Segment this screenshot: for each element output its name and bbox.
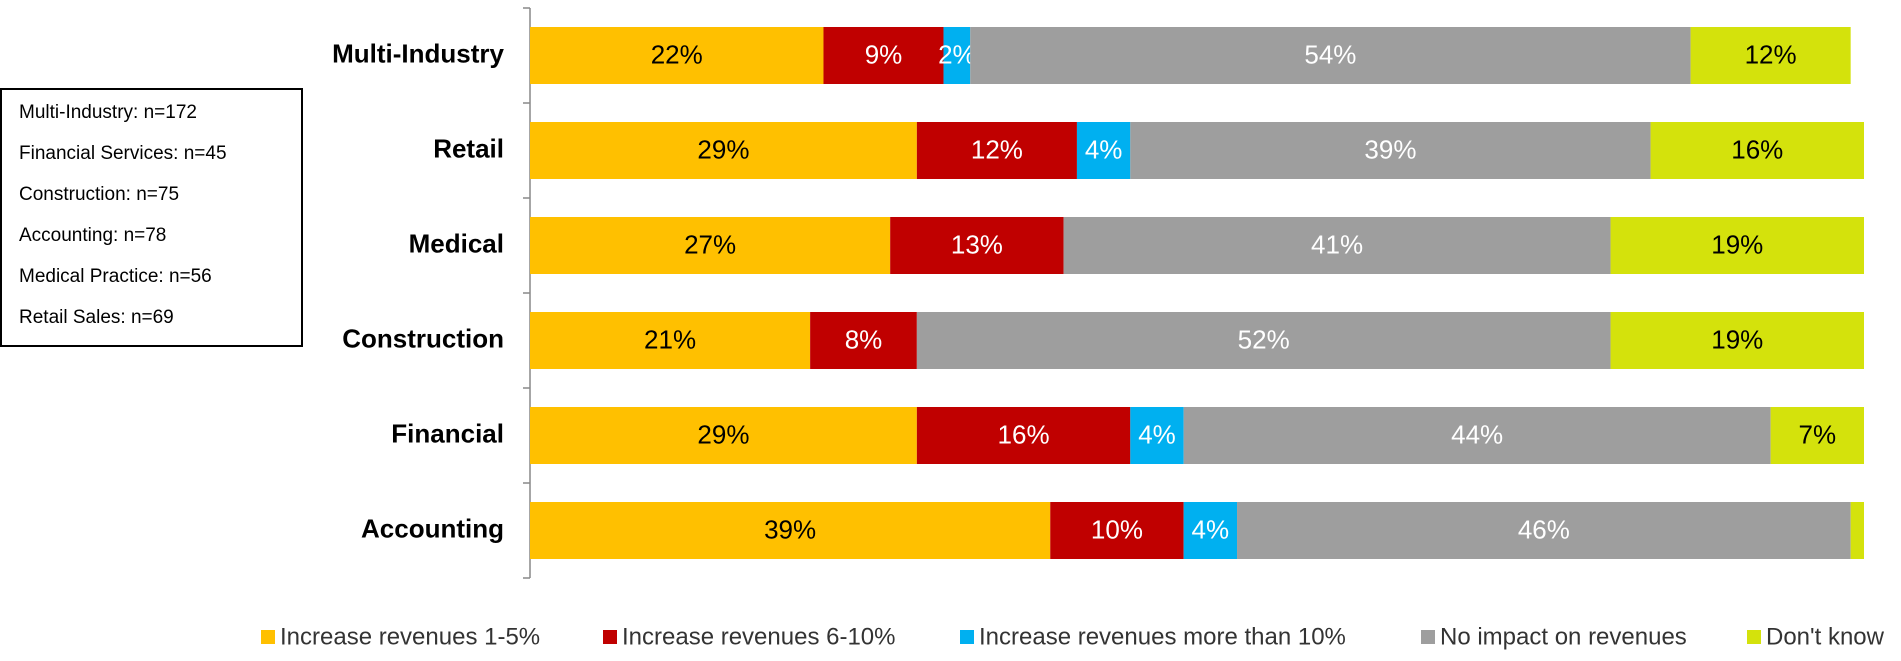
- data-label: 19%: [1711, 229, 1763, 259]
- note-text: Construction: n=75: [19, 184, 179, 205]
- data-label: 16%: [998, 419, 1050, 449]
- data-label: 46%: [1518, 514, 1570, 544]
- bar-segment: [916, 122, 1077, 179]
- data-label: 4%: [1085, 134, 1123, 164]
- legend-label: Increase revenues 1-5%: [280, 623, 540, 650]
- y-tick-label: Retail: [433, 133, 504, 163]
- y-tick-label: Multi-Industry: [332, 38, 504, 68]
- y-tick-label: Accounting: [361, 513, 504, 543]
- bar-segment: [1130, 122, 1651, 179]
- bar-segment: [1610, 312, 1864, 369]
- bar-segment: [1183, 502, 1238, 559]
- note-text: Medical Practice: n=56: [19, 266, 212, 287]
- data-label: 13%: [951, 229, 1003, 259]
- data-label: 10%: [1091, 514, 1143, 544]
- bar-segment: [916, 312, 1611, 369]
- note-text: Retail Sales: n=69: [19, 307, 174, 328]
- y-tick-label: Construction: [342, 323, 504, 353]
- data-label: 39%: [1364, 134, 1416, 164]
- data-label: 4%: [1192, 514, 1230, 544]
- data-label: 8%: [845, 324, 883, 354]
- legend-swatch: [960, 630, 974, 644]
- data-label: 19%: [1711, 324, 1763, 354]
- legend-label: Increase revenues 6-10%: [622, 623, 896, 650]
- note-text: Multi-Industry: n=172: [19, 102, 197, 123]
- bar-segment: [1063, 217, 1611, 274]
- bar-segment: [530, 407, 917, 464]
- bar-segment: [530, 27, 824, 84]
- bar-segment: [823, 27, 944, 84]
- data-label: 16%: [1731, 134, 1783, 164]
- data-label: 9%: [865, 39, 903, 69]
- legend-label: Don't know: [1766, 623, 1885, 650]
- bar-segment: [1130, 407, 1184, 464]
- data-label: 4%: [1138, 419, 1176, 449]
- y-tick-label: Medical: [409, 228, 504, 258]
- data-label: 41%: [1311, 229, 1363, 259]
- y-tick-label: Financial: [391, 418, 504, 448]
- data-label: 22%: [651, 39, 703, 69]
- bar-segment: [943, 27, 971, 84]
- legend-label: No impact on revenues: [1440, 623, 1687, 650]
- data-label: 54%: [1304, 39, 1356, 69]
- note-text: Financial Services: n=45: [19, 143, 227, 164]
- data-label: 29%: [697, 419, 749, 449]
- bar-segment: [810, 312, 917, 369]
- data-label: 29%: [697, 134, 749, 164]
- bar-segment: [1690, 27, 1851, 84]
- bar-segment: [1237, 502, 1851, 559]
- data-label: 27%: [684, 229, 736, 259]
- bar-segment: [530, 122, 917, 179]
- legend-swatch: [1421, 630, 1435, 644]
- bar-segment: [530, 312, 811, 369]
- legend-swatch: [1747, 630, 1761, 644]
- data-label: 12%: [1745, 39, 1797, 69]
- data-label: 44%: [1451, 419, 1503, 449]
- legend-swatch: [603, 630, 617, 644]
- note-box: [0, 88, 303, 347]
- bar-segment: [1183, 407, 1771, 464]
- note-text: Accounting: n=78: [19, 225, 166, 246]
- legend-label: Increase revenues more than 10%: [979, 623, 1346, 650]
- data-label: 12%: [971, 134, 1023, 164]
- bar-segment: [916, 407, 1131, 464]
- data-label: 52%: [1238, 324, 1290, 354]
- data-label: 21%: [644, 324, 696, 354]
- bar-segment: [1076, 122, 1131, 179]
- legend-swatch: [261, 630, 275, 644]
- bar-segment: [1770, 407, 1864, 464]
- bar-segment: [1650, 122, 1864, 179]
- data-label: 2%: [938, 39, 976, 69]
- bar-segment: [530, 502, 1051, 559]
- bar-segment: [1850, 502, 1864, 559]
- bar-segment: [970, 27, 1691, 84]
- bar-segment: [530, 217, 891, 274]
- bar-segment: [1050, 502, 1184, 559]
- bar-segment: [1610, 217, 1864, 274]
- data-label: 39%: [764, 514, 816, 544]
- bar-segment: [890, 217, 1064, 274]
- data-label: 7%: [1799, 419, 1837, 449]
